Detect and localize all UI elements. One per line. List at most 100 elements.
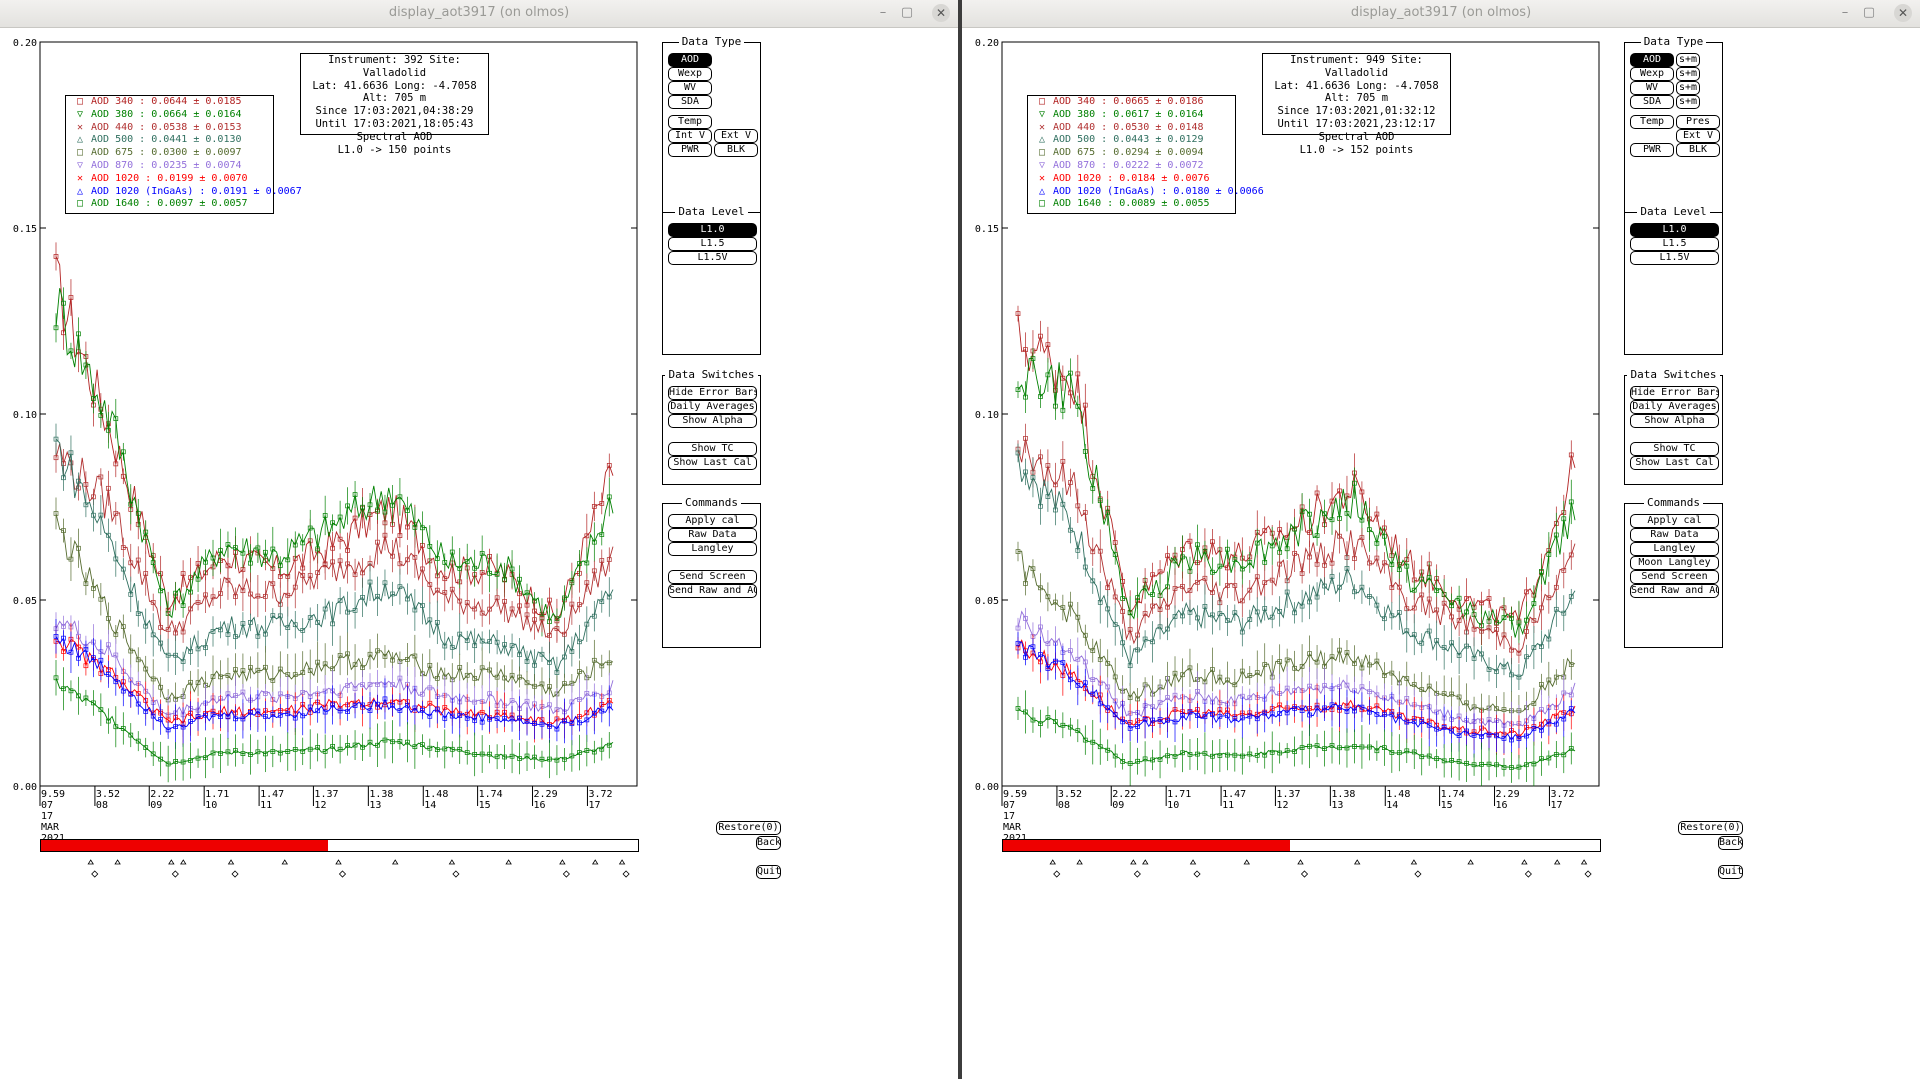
ext-v-button[interactable]: Ext V (1676, 129, 1720, 143)
aod-button[interactable]: AOD (1630, 53, 1674, 67)
info-line: Since 17:03:2021,01:32:12 (1277, 105, 1436, 118)
data-point (330, 702, 335, 708)
apply-cal-button[interactable]: Apply cal (1630, 514, 1719, 528)
data-point (1389, 585, 1395, 590)
progress-bar[interactable] (1002, 839, 1601, 852)
show-last-cal-button[interactable]: Show Last Cal (668, 456, 757, 470)
series-aod-1020-ingaas- (53, 619, 614, 749)
maximize-icon[interactable]: ▢ (900, 5, 914, 20)
data-point (83, 663, 89, 669)
wv-button[interactable]: WV (1630, 81, 1674, 95)
series-line (55, 636, 614, 731)
quit-button[interactable]: Quit (1718, 865, 1744, 879)
langley-button[interactable]: Langley (1630, 542, 1719, 556)
titlebar[interactable]: display_aot3917 (on olmos) – ▢ ✕ (962, 0, 1920, 28)
l1-5v-button[interactable]: L1.5V (668, 251, 757, 265)
data-point (307, 615, 313, 620)
data-point (1232, 583, 1238, 588)
sda-button[interactable]: SDA (668, 95, 712, 109)
l1-5-button[interactable]: L1.5 (668, 237, 757, 251)
show-alpha-button[interactable]: Show Alpha (668, 414, 757, 428)
show-tc-button[interactable]: Show TC (1630, 442, 1719, 456)
close-icon[interactable]: ✕ (1894, 4, 1912, 22)
data-point (547, 597, 552, 603)
hide-error-bars-button[interactable]: Hide Error Bars (1630, 386, 1719, 400)
s-m-button[interactable]: s+m (1676, 53, 1700, 67)
s-m-button[interactable]: s+m (1676, 95, 1700, 109)
minimize-icon[interactable]: – (1841, 5, 1849, 20)
data-point (427, 713, 433, 719)
wexp-button[interactable]: Wexp (1630, 67, 1674, 81)
data-level-panel: Data Level L1.0 L1.5 L1.5V (1624, 205, 1723, 355)
series-aod-440 (1015, 423, 1576, 665)
data-point (248, 752, 253, 757)
pwr-button[interactable]: PWR (1630, 143, 1674, 157)
hide-error-bars-button[interactable]: Hide Error Bars (668, 386, 757, 400)
aod-button[interactable]: AOD (668, 53, 712, 67)
s-m-button[interactable]: s+m (1676, 67, 1700, 81)
maximize-icon[interactable]: ▢ (1862, 5, 1876, 20)
sda-button[interactable]: SDA (1630, 95, 1674, 109)
int-v-button[interactable]: Int V (668, 129, 712, 143)
wexp-button[interactable]: Wexp (668, 67, 712, 81)
send-screen-button[interactable]: Send Screen (1630, 570, 1719, 584)
langley-button[interactable]: Langley (668, 542, 757, 556)
data-point (457, 631, 463, 637)
restore-button[interactable]: Restore(0) (716, 821, 781, 835)
progress-bar[interactable] (40, 839, 639, 852)
send-raw-and-aod-button[interactable]: Send Raw and AOD (668, 584, 757, 598)
l1-5-button[interactable]: L1.5 (1630, 237, 1719, 251)
daily-averages-button[interactable]: Daily Averages (1630, 400, 1719, 414)
data-point (539, 721, 545, 727)
data-point (584, 690, 590, 696)
raw-data-button[interactable]: Raw Data (1630, 528, 1719, 542)
data-point (1359, 517, 1365, 523)
data-point (277, 750, 283, 756)
close-icon[interactable]: ✕ (932, 4, 950, 22)
back-button[interactable]: Back (756, 836, 782, 850)
moon-langley-button[interactable]: Moon Langley (1630, 556, 1719, 570)
legend-label: AOD 1020 : 0.0184 ± 0.0076 (1053, 172, 1210, 184)
daily-averages-button[interactable]: Daily Averages (668, 400, 757, 414)
raw-data-button[interactable]: Raw Data (668, 528, 757, 542)
back-button[interactable]: Back (1718, 836, 1744, 850)
send-screen-button[interactable]: Send Screen (668, 570, 757, 584)
blk-button[interactable]: BLK (714, 143, 758, 157)
date-label: 17 (1003, 811, 1015, 822)
pwr-button[interactable]: PWR (668, 143, 712, 157)
info-line: L1.0 -> 150 points (337, 143, 452, 156)
blk-button[interactable]: BLK (1676, 143, 1720, 157)
pres-button[interactable]: Pres (1676, 115, 1720, 129)
show-tc-button[interactable]: Show TC (668, 442, 757, 456)
data-point (1120, 609, 1126, 614)
wv-button[interactable]: WV (668, 81, 712, 95)
ext-v-button[interactable]: Ext V (714, 129, 758, 143)
data-point (1516, 620, 1522, 626)
restore-button[interactable]: Restore(0) (1678, 821, 1743, 835)
data-point (240, 751, 246, 756)
apply-cal-button[interactable]: Apply cal (668, 514, 757, 528)
data-point (248, 665, 253, 670)
data-point (91, 700, 96, 706)
show-last-cal-button[interactable]: Show Last Cal (1630, 456, 1719, 470)
data-point (1105, 661, 1111, 666)
panel-title-text: Data Level (1637, 205, 1710, 218)
l1-0-button[interactable]: L1.0 (1630, 223, 1719, 237)
data-point (599, 532, 605, 537)
l1-0-button[interactable]: L1.0 (668, 223, 757, 237)
data-point (1097, 701, 1103, 707)
l1-5v-button[interactable]: L1.5V (1630, 251, 1719, 265)
temp-button[interactable]: Temp (668, 115, 712, 129)
data-point (98, 596, 104, 602)
quit-button[interactable]: Quit (756, 865, 782, 879)
data-point (120, 473, 126, 479)
temp-button[interactable]: Temp (1630, 115, 1674, 129)
show-alpha-button[interactable]: Show Alpha (1630, 414, 1719, 428)
titlebar[interactable]: display_aot3917 (on olmos) – ▢ ✕ (0, 0, 958, 28)
minimize-icon[interactable]: – (879, 5, 887, 20)
s-m-button[interactable]: s+m (1676, 81, 1700, 95)
send-raw-and-aod-button[interactable]: Send Raw and AOD (1630, 584, 1719, 598)
x-tick-day: 15 (479, 800, 491, 811)
